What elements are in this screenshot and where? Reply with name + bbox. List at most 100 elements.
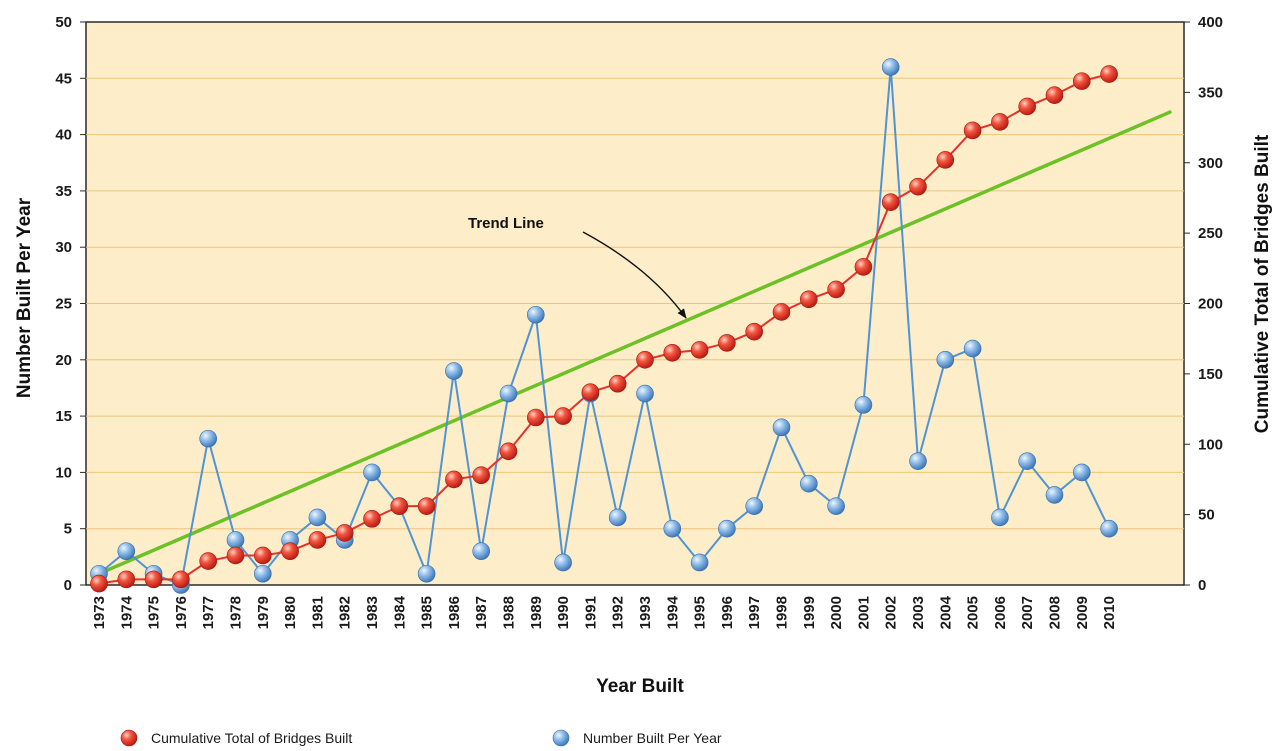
legend: Cumulative Total of Bridges Built Number… <box>120 729 722 747</box>
legend-blue-marker <box>552 729 570 747</box>
x-tick-label: 1995 <box>692 596 709 629</box>
per-year-point <box>526 305 545 324</box>
x-tick-label: 1986 <box>446 596 463 629</box>
left-tick-label: 25 <box>55 296 72 313</box>
right-tick-label: 50 <box>1198 507 1215 524</box>
x-tick-label: 1982 <box>337 596 354 629</box>
left-tick-label: 0 <box>64 577 72 594</box>
x-tick-label: 1996 <box>719 596 736 629</box>
right-tick-label: 0 <box>1198 577 1206 594</box>
cumulative-point <box>363 510 381 528</box>
left-axis-ticks: 0 5 10 15 20 25 30 35 40 45 50 <box>55 14 86 594</box>
trend-line-label: Trend Line <box>468 215 544 232</box>
cumulative-point <box>745 322 764 341</box>
x-tick-label: 2006 <box>992 596 1009 629</box>
left-tick-label: 45 <box>55 70 72 87</box>
left-tick-label: 20 <box>55 352 72 369</box>
cumulative-point <box>636 350 654 369</box>
x-tick-label: 2010 <box>1101 596 1118 629</box>
cumulative-point <box>472 466 491 485</box>
legend-label-cumulative: Cumulative Total of Bridges Built <box>151 730 352 746</box>
per-year-point <box>445 362 463 380</box>
left-tick-label: 15 <box>55 408 72 425</box>
x-tick-label: 2003 <box>910 596 927 629</box>
per-year-point <box>608 508 627 527</box>
gridlines <box>86 77 1184 530</box>
cumulative-point <box>827 280 845 299</box>
per-year-point <box>1073 463 1091 482</box>
x-tick-label: 2007 <box>1019 596 1036 629</box>
per-year-point <box>991 508 1009 527</box>
cumulative-point <box>445 470 463 489</box>
x-tick-label: 1978 <box>228 596 245 629</box>
cumulative-point <box>199 552 217 570</box>
per-year-point <box>690 553 709 572</box>
series-number-built-per-year <box>90 58 1118 594</box>
per-year-point <box>199 429 217 448</box>
legend-label-per-year: Number Built Per Year <box>583 730 722 746</box>
x-tick-label: 1979 <box>255 596 272 629</box>
right-tick-label: 350 <box>1198 84 1223 101</box>
cumulative-point <box>854 258 873 276</box>
cumulative-point <box>963 121 982 140</box>
per-year-point <box>1045 486 1064 504</box>
x-tick-label: 1973 <box>91 596 108 629</box>
x-tick-label: 1988 <box>501 596 518 629</box>
x-axis-ticks: 1973 1974 1975 1976 1977 1978 1979 1980 1981 1982… <box>91 595 1118 629</box>
per-year-point <box>718 519 736 538</box>
x-tick-label: 1980 <box>282 596 299 629</box>
x-tick-label: 2001 <box>855 596 872 629</box>
per-year-point <box>881 58 900 76</box>
x-tick-label: 1998 <box>774 596 791 629</box>
cumulative-point <box>1018 97 1036 116</box>
x-tick-label: 1994 <box>664 595 681 629</box>
cumulative-point <box>1073 72 1091 90</box>
left-tick-label: 35 <box>55 183 72 200</box>
left-tick-label: 10 <box>55 464 72 481</box>
x-tick-label: 2009 <box>1074 596 1091 629</box>
cumulative-point <box>991 113 1009 131</box>
legend-red-marker <box>120 729 138 747</box>
per-year-point <box>417 564 436 583</box>
x-tick-label: 1974 <box>118 595 135 629</box>
per-year-point <box>936 350 955 369</box>
left-tick-label: 50 <box>55 14 72 31</box>
trend-line-arrow <box>582 231 687 319</box>
series-cumulative-total <box>90 65 1118 593</box>
right-axis-title: Cumulative Total of Bridges Built <box>1252 134 1273 433</box>
cumulative-point <box>909 177 927 196</box>
x-tick-label: 1987 <box>473 596 490 629</box>
cumulative-point <box>526 408 545 427</box>
per-year-point <box>663 519 682 538</box>
cumulative-point <box>1100 65 1118 83</box>
right-tick-label: 100 <box>1198 436 1223 453</box>
x-tick-label: 1981 <box>309 596 326 629</box>
per-year-point <box>1018 452 1036 470</box>
cumulative-point <box>308 531 327 549</box>
per-year-point <box>827 497 845 515</box>
cumulative-point <box>581 383 600 401</box>
x-tick-label: 1983 <box>364 596 381 629</box>
cumulative-point <box>390 497 409 515</box>
per-year-point <box>308 508 327 527</box>
x-tick-label: 1984 <box>391 595 408 629</box>
x-tick-label: 1985 <box>419 596 436 629</box>
right-axis-ticks: 0 50 100 150 200 250 300 350 400 <box>1184 14 1223 594</box>
cumulative-point <box>718 334 736 352</box>
right-tick-label: 200 <box>1198 296 1223 313</box>
cumulative-point <box>499 442 518 461</box>
x-tick-label: 1993 <box>637 596 654 629</box>
per-year-point <box>117 542 136 561</box>
cumulative-point <box>663 343 682 362</box>
x-tick-label: 1991 <box>582 596 599 629</box>
cumulative-point <box>881 193 900 211</box>
x-tick-label: 2005 <box>965 596 982 629</box>
cumulative-point <box>1045 86 1064 104</box>
x-tick-label: 2008 <box>1047 596 1064 629</box>
x-tick-label: 2004 <box>937 595 954 629</box>
per-year-point <box>772 418 791 437</box>
per-year-point <box>909 452 927 470</box>
x-tick-label: 2002 <box>883 596 900 629</box>
x-tick-label: 2000 <box>828 596 845 629</box>
